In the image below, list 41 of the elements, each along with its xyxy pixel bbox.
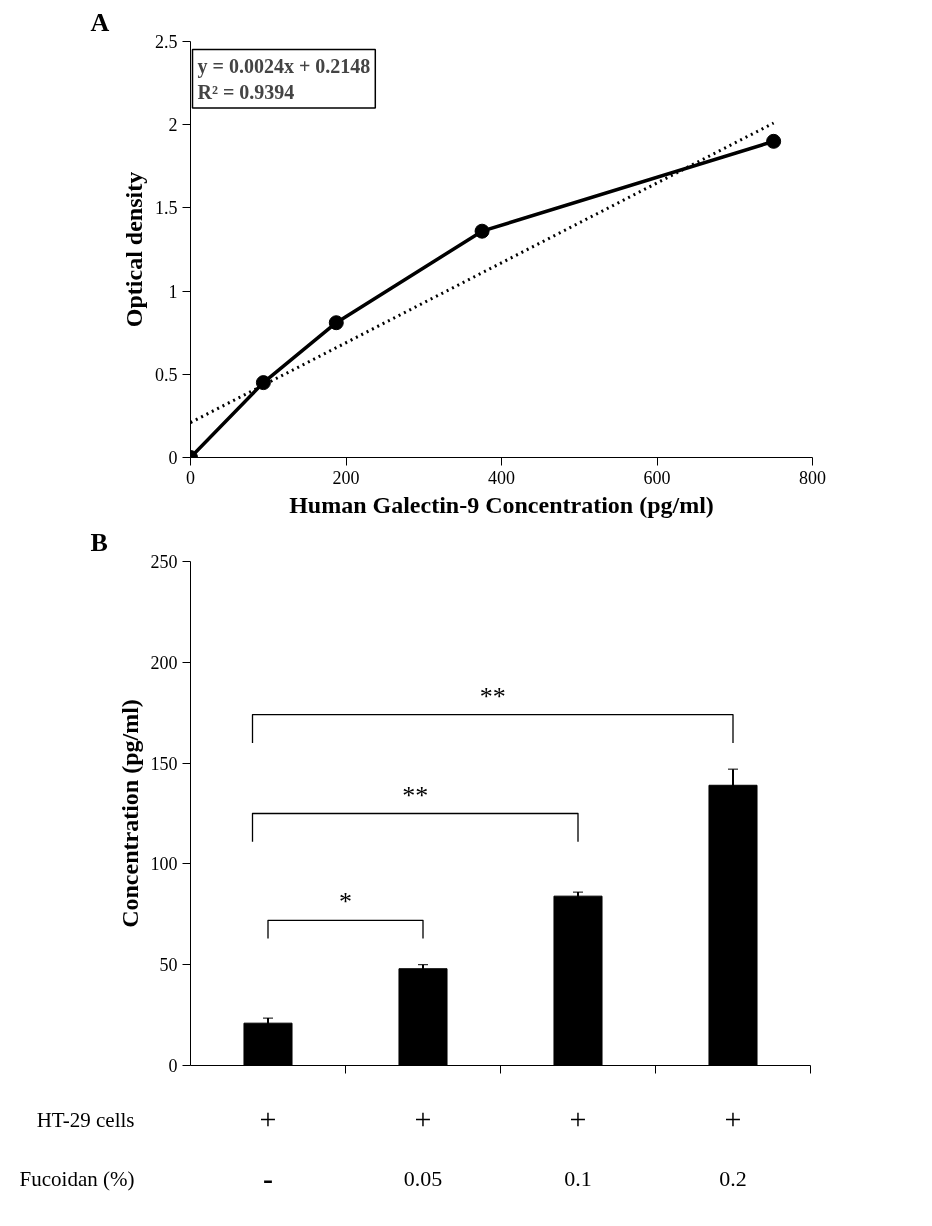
point — [766, 133, 782, 149]
y-tick-label: 50 — [159, 955, 178, 976]
x-tick-label: 800 — [799, 467, 826, 488]
x-tick-label: 200 — [332, 467, 360, 488]
point — [474, 223, 490, 239]
y-tick-label: 100 — [150, 854, 178, 875]
y-tick-label: 1.5 — [155, 198, 178, 219]
y-tick-label: 2.5 — [155, 32, 178, 52]
text: Fucoidan (%) — [19, 1167, 135, 1192]
y-tick-label: 200 — [150, 652, 178, 673]
y-tick-label: 250 — [150, 552, 178, 572]
x-tick-label: - — [263, 1161, 273, 1195]
point — [255, 375, 271, 391]
y-tick-label: 2 — [168, 115, 178, 136]
text: HT-29 cells — [36, 1107, 135, 1132]
x-axis-title: Human Galectin-9 Concentration (pg/ml) — [289, 491, 714, 518]
y-axis-title: Concentration (pg/ml) — [116, 699, 143, 928]
y-tick-label: 0 — [168, 1056, 178, 1076]
annotation: ** — [402, 780, 429, 810]
x-tick-label: 0.1 — [564, 1166, 592, 1192]
annotation: * — [339, 887, 352, 917]
text: A — [90, 7, 110, 37]
text: B — [90, 527, 108, 557]
y-axis-title: Optical density — [121, 171, 147, 328]
annotation: y = 0.0024x + 0.2148 — [197, 54, 371, 78]
x-tick-label: 600 — [643, 467, 671, 488]
y-tick-label: 0.5 — [155, 364, 178, 385]
x-tick-label: 0 — [186, 467, 195, 488]
y-tick-label: 1 — [168, 281, 178, 302]
x-tick-label: 0.2 — [719, 1166, 747, 1192]
text: + — [569, 1102, 587, 1136]
x-tick-label: 400 — [488, 467, 515, 488]
x-tick-label: 0.05 — [403, 1166, 443, 1192]
text: + — [414, 1102, 432, 1136]
annotation: R² = 0.9394 — [197, 80, 295, 103]
y-tick-label: 150 — [150, 753, 178, 774]
annotation: ** — [479, 681, 506, 711]
text: + — [259, 1102, 277, 1136]
point — [328, 315, 344, 331]
y-tick-label: 0 — [168, 448, 178, 468]
text: + — [724, 1102, 742, 1136]
